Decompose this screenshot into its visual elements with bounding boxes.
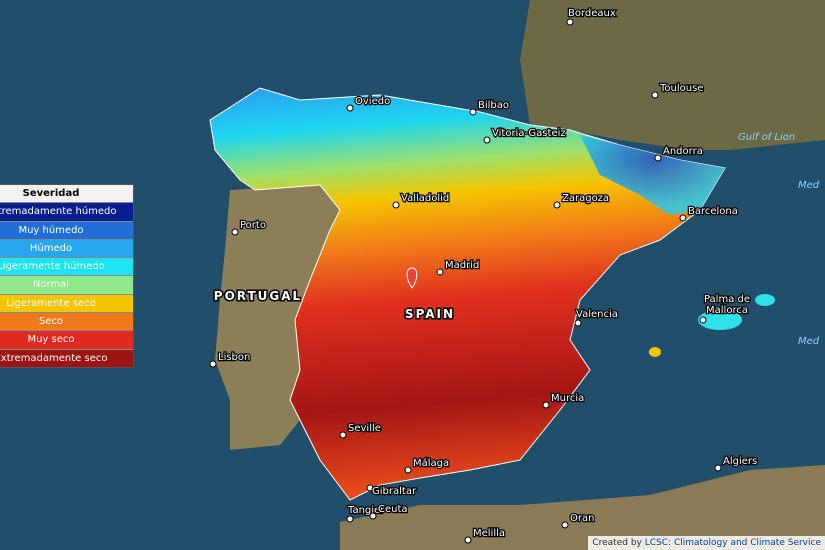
place-label: Zaragoza xyxy=(562,193,609,204)
catalonia-severity xyxy=(580,135,725,215)
legend-item: Muy seco xyxy=(0,330,133,349)
place-label: Murcia xyxy=(551,393,584,404)
place-dot xyxy=(574,319,582,327)
portugal-land xyxy=(215,185,340,450)
place-label: Oran xyxy=(570,513,594,524)
africa-land xyxy=(340,465,825,550)
sea-label: Gulf of Lion xyxy=(738,132,795,143)
legend-item: Seco xyxy=(0,312,133,331)
place-dot xyxy=(679,214,687,222)
place-dot xyxy=(231,228,239,236)
place-label: Vitoria-Gasteiz xyxy=(492,128,566,139)
place-label: Bordeaux xyxy=(568,8,616,19)
place-dot xyxy=(339,431,347,439)
legend-item: Extremadamente seco xyxy=(0,348,133,367)
attribution-prefix: Created by xyxy=(592,538,642,548)
place-dot xyxy=(699,316,707,324)
place-label: Valencia xyxy=(576,309,618,320)
spain-severity xyxy=(209,87,726,501)
place-label: Seville xyxy=(348,423,381,434)
place-dot xyxy=(346,104,354,112)
place-dot xyxy=(392,201,400,209)
place-dot xyxy=(369,512,377,520)
place-label: Gibraltar xyxy=(372,486,417,497)
legend-item: Extremadamente húmedo xyxy=(0,202,133,221)
legend-title: Severidad xyxy=(0,185,133,203)
place-label: Barcelona xyxy=(688,206,738,217)
legend-item: Ligeramente seco xyxy=(0,293,133,313)
place-label: Bilbao xyxy=(478,100,509,111)
place-label: Palma de Mallorca xyxy=(704,294,750,316)
place-dot xyxy=(654,154,662,162)
legend-item: Muy húmedo xyxy=(0,220,133,239)
place-label: Lisbon xyxy=(218,352,250,363)
place-label: Porto xyxy=(240,220,266,231)
place-dot xyxy=(436,268,444,276)
place-label: Melilla xyxy=(473,528,505,539)
place-label: Valladolid xyxy=(401,193,449,204)
legend-item: Normal xyxy=(0,275,133,294)
place-dot xyxy=(404,466,412,474)
place-label: Andorra xyxy=(663,146,703,157)
legend-item: Ligeramente húmedo xyxy=(0,257,133,276)
place-dot xyxy=(542,401,550,409)
place-dot xyxy=(483,136,491,144)
place-dot xyxy=(651,91,659,99)
place-dot xyxy=(561,521,569,529)
location-pin[interactable] xyxy=(406,267,418,289)
place-dot xyxy=(469,108,477,116)
sea-label: Med xyxy=(798,180,820,191)
place-dot xyxy=(553,201,561,209)
place-label: Algiers xyxy=(723,456,757,467)
sea-label: Med xyxy=(798,336,820,347)
country-label: PORTUGAL xyxy=(214,289,302,303)
place-dot xyxy=(346,515,354,523)
place-label: Madrid xyxy=(445,260,479,271)
legend-item: Húmedo xyxy=(0,238,133,258)
place-dot xyxy=(714,464,722,472)
mallorca xyxy=(698,310,742,330)
place-dot xyxy=(464,536,472,544)
place-label: Tangier xyxy=(347,505,385,516)
place-label: Toulouse xyxy=(659,83,703,94)
place-dot xyxy=(209,360,217,368)
place-dot xyxy=(566,18,574,26)
place-label: Ceuta xyxy=(378,504,408,515)
attribution-link[interactable]: LCSC: Climatology and Climate Service xyxy=(644,538,821,548)
place-label: Málaga xyxy=(413,457,449,469)
france-land xyxy=(520,0,825,150)
attribution: Created by LCSC: Climatology and Climate… xyxy=(588,536,825,550)
menorca xyxy=(755,294,775,306)
place-dot xyxy=(366,484,374,492)
place-label: Oviedo xyxy=(355,96,390,107)
country-label: SPAIN xyxy=(405,307,455,321)
ibiza xyxy=(649,347,661,357)
